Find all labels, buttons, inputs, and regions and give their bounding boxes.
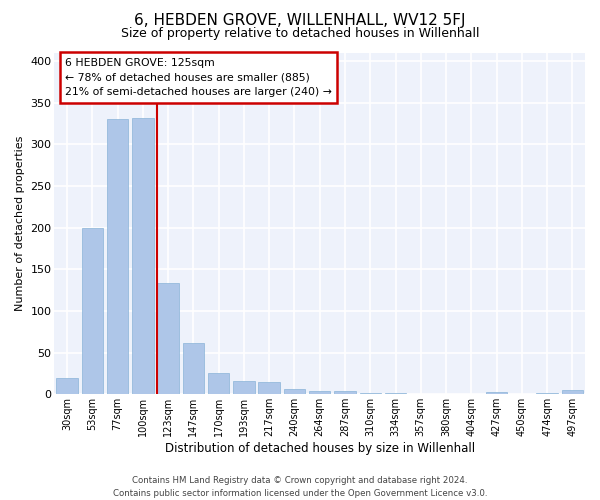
Text: Contains HM Land Registry data © Crown copyright and database right 2024.
Contai: Contains HM Land Registry data © Crown c… [113, 476, 487, 498]
Bar [284, 390, 305, 394]
Text: Size of property relative to detached houses in Willenhall: Size of property relative to detached ho… [121, 28, 479, 40]
Text: 6 HEBDEN GROVE: 125sqm
← 78% of detached houses are smaller (885)
21% of semi-de: 6 HEBDEN GROVE: 125sqm ← 78% of detached… [65, 58, 332, 97]
Y-axis label: Number of detached properties: Number of detached properties [15, 136, 25, 311]
Bar [56, 378, 78, 394]
Bar [107, 119, 128, 394]
Bar [486, 392, 508, 394]
Bar [182, 342, 204, 394]
Bar [562, 390, 583, 394]
X-axis label: Distribution of detached houses by size in Willenhall: Distribution of detached houses by size … [164, 442, 475, 455]
Bar [132, 118, 154, 394]
Text: 6, HEBDEN GROVE, WILLENHALL, WV12 5FJ: 6, HEBDEN GROVE, WILLENHALL, WV12 5FJ [134, 12, 466, 28]
Bar [309, 391, 331, 394]
Bar [233, 381, 254, 394]
Bar [157, 284, 179, 395]
Bar [259, 382, 280, 394]
Bar [334, 391, 356, 394]
Bar [82, 228, 103, 394]
Bar [208, 372, 229, 394]
